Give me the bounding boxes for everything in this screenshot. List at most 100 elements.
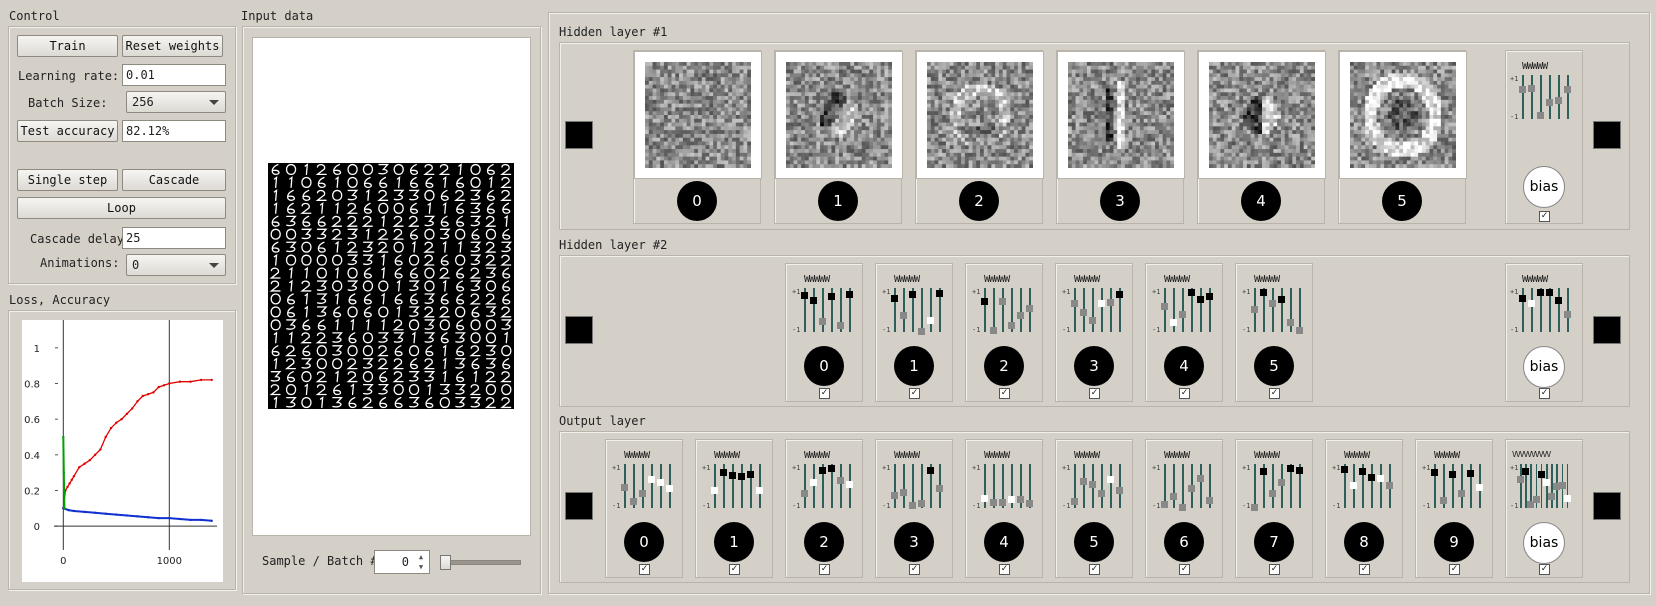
spin-down-icon[interactable]: ▼ <box>418 563 424 571</box>
weight-pixel <box>998 115 1004 120</box>
weight-pixel <box>1121 130 1126 135</box>
weight-pixel <box>690 130 695 135</box>
weight-pixel <box>1090 80 1095 86</box>
weight-pixel <box>732 103 737 108</box>
weight-pixel <box>663 115 669 120</box>
weight-pixel <box>1395 96 1400 101</box>
weight-pixel <box>968 77 973 82</box>
weight-pixel <box>1387 130 1393 135</box>
weight-pixel <box>1403 73 1408 78</box>
weight-pixel <box>1269 80 1274 86</box>
weight-pixel <box>857 96 863 101</box>
weight-pixel <box>987 152 992 158</box>
weight-pixel <box>850 103 855 108</box>
weight-pixel <box>743 160 748 165</box>
digit-sample <box>455 384 466 395</box>
weight-pixel <box>728 156 733 161</box>
weight-pixel <box>820 99 825 105</box>
neuron-2[interactable]: 2 <box>959 181 999 221</box>
weight-pixel <box>1117 145 1122 150</box>
weight-pixel <box>1231 141 1236 146</box>
neuron-0[interactable]: 0 <box>677 181 717 221</box>
weight-pixel <box>1010 88 1015 93</box>
weight-pixel <box>1068 164 1073 168</box>
weight-pixel <box>1021 152 1026 158</box>
neuron-3[interactable]: 3 <box>1100 181 1140 221</box>
loop-button[interactable]: Loop <box>17 197 226 219</box>
weight-pixel <box>1380 65 1385 70</box>
neuron-1[interactable]: 1 <box>818 181 858 221</box>
weight-pixel <box>976 69 981 74</box>
weight-pixel <box>1307 103 1312 108</box>
weight-pixel <box>1002 88 1007 93</box>
weight-pixel <box>1250 62 1255 67</box>
weight-pixel <box>964 99 970 105</box>
weight-pixel <box>1437 111 1442 116</box>
train-button[interactable]: Train <box>17 35 118 57</box>
weight-pixel <box>675 99 680 105</box>
sample-slider-track[interactable] <box>441 560 521 565</box>
weight-pixel <box>1151 84 1156 89</box>
weight-pixel <box>1418 92 1423 97</box>
weight-pixel <box>972 99 977 105</box>
cascade-delay-input[interactable]: 25 <box>122 227 226 249</box>
weight-pixel <box>656 126 661 131</box>
weight-pixel <box>716 118 722 123</box>
weight-pixel <box>686 77 691 82</box>
weight-pixel <box>1437 69 1442 74</box>
single-step-button[interactable]: Single step <box>17 169 118 191</box>
cascade-button[interactable]: Cascade <box>122 169 226 191</box>
weight-pixel <box>991 115 996 120</box>
weight-pixel <box>1262 141 1267 146</box>
weight-pixel <box>645 164 650 168</box>
weight-pixel <box>1098 62 1103 67</box>
weight-pixel <box>739 84 744 89</box>
weight-pixel <box>1258 118 1263 123</box>
reset-weights-button[interactable]: Reset weights <box>122 35 223 57</box>
weight-pixel <box>831 130 836 135</box>
digit-sample <box>500 189 512 201</box>
weight-pixel <box>786 115 791 120</box>
sample-slider-handle[interactable] <box>440 555 451 570</box>
weight-pixel <box>1079 69 1084 74</box>
weight-pixel <box>1292 69 1297 74</box>
neuron-4[interactable]: 4 <box>1241 181 1281 221</box>
weight-pixel <box>1220 73 1225 78</box>
weight-pixel <box>1311 107 1315 112</box>
weight-pixel <box>945 62 951 67</box>
weight-pixel <box>1136 145 1141 150</box>
test-accuracy-button[interactable]: Test accuracy <box>17 120 118 142</box>
weight-pixel <box>739 133 744 139</box>
weight-pixel <box>1227 122 1233 127</box>
weight-pixel <box>1254 77 1259 82</box>
weight-pixel <box>1006 118 1011 123</box>
weight-pixel <box>1288 137 1293 142</box>
weight-pixel <box>880 65 885 70</box>
weight-pixel <box>1170 80 1174 86</box>
batch-size-select[interactable]: 256 <box>126 91 226 113</box>
weight-pixel <box>1212 118 1217 123</box>
digit-sample <box>361 215 373 227</box>
weight-pixel <box>869 84 874 89</box>
weight-pixel <box>987 164 992 168</box>
sample-batch-spinbox[interactable]: 0 ▲ ▼ <box>374 550 430 574</box>
animations-select[interactable]: 0 <box>126 254 226 276</box>
weight-pixel <box>1014 130 1019 135</box>
weight-pixel <box>1162 122 1167 127</box>
weight-pixel <box>690 126 695 131</box>
weight-pixel <box>1235 122 1240 127</box>
weight-pixel <box>1117 137 1122 142</box>
spin-up-icon[interactable]: ▲ <box>418 553 424 561</box>
weight-pixel <box>1292 152 1297 158</box>
weight-pixel <box>1284 137 1289 142</box>
weight-pixel <box>880 141 885 146</box>
weight-pixel <box>1311 160 1315 165</box>
weight-pixel <box>1380 115 1385 120</box>
weight-pixel <box>1269 77 1274 82</box>
weight-pixel <box>1444 77 1449 82</box>
learning-rate-input[interactable]: 0.01 <box>122 64 226 86</box>
weight-pixel <box>991 96 996 101</box>
weight-pixel <box>1124 62 1129 67</box>
weight-pixel <box>884 156 889 161</box>
weight-pixel <box>679 111 684 116</box>
